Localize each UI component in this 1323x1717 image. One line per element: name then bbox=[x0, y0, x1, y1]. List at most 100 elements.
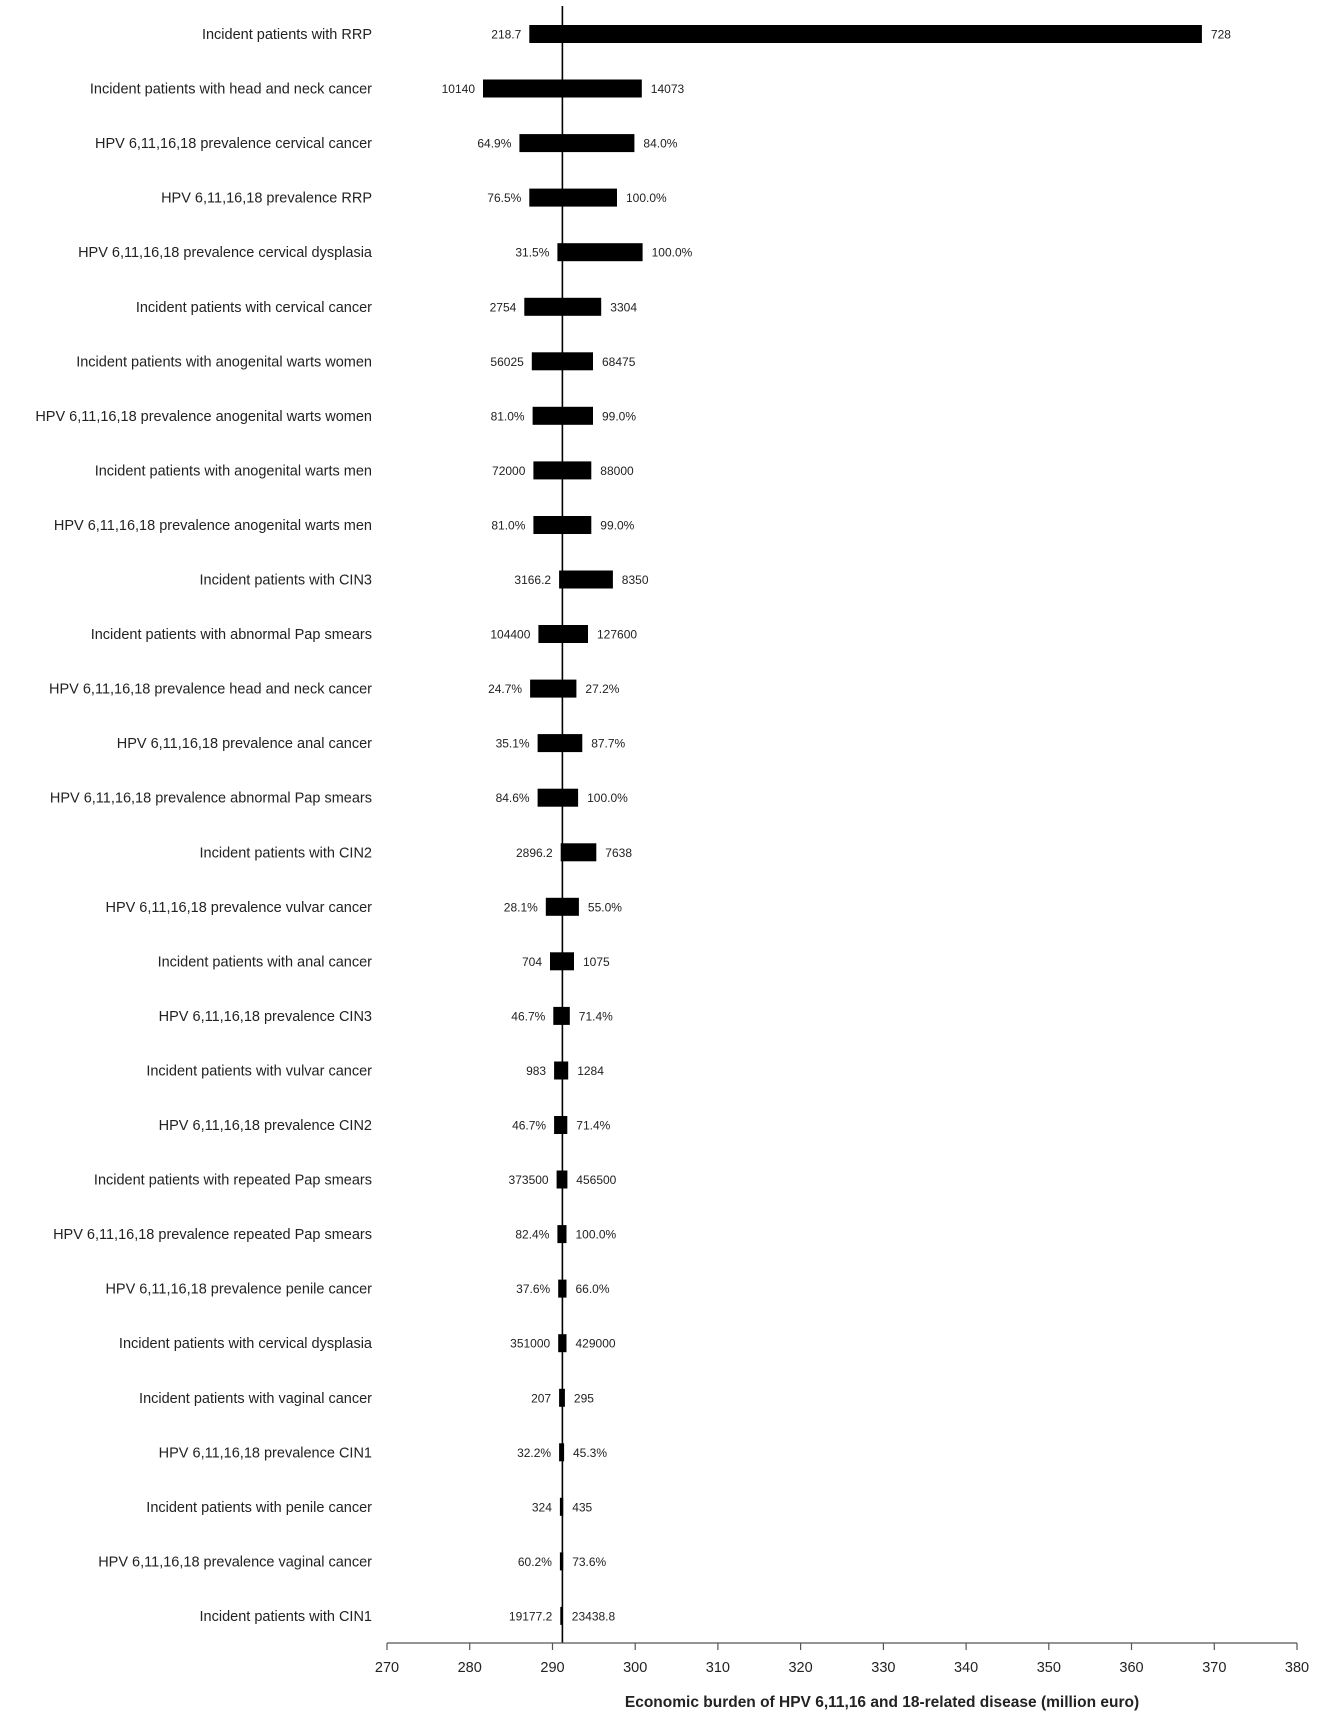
category-label-hpv-6-11-16-18-prevalence-cervical-dysplasia: HPV 6,11,16,18 prevalence cervical dyspl… bbox=[78, 245, 373, 261]
high-value-label-hpv-6-11-16-18-prevalence-rrp: 100.0% bbox=[626, 191, 667, 205]
labels-layer: Incident patients with RRP 218.7 728 Incide… bbox=[35, 27, 1231, 1625]
low-value-label-incident-patients-with-rrp: 218.7 bbox=[491, 28, 521, 42]
high-value-label-hpv-6-11-16-18-prevalence-cervical-dysplasia: 100.0% bbox=[652, 246, 693, 260]
high-value-label-incident-patients-with-rrp: 728 bbox=[1211, 28, 1231, 42]
high-value-label-hpv-6-11-16-18-prevalence-vulvar-cancer: 55.0% bbox=[588, 900, 622, 914]
category-label-hpv-6-11-16-18-prevalence-penile-cancer: HPV 6,11,16,18 prevalence penile cancer bbox=[105, 1282, 372, 1298]
x-tick-label-270: 270 bbox=[375, 1660, 399, 1676]
bars-layer bbox=[483, 25, 1202, 1625]
high-value-label-hpv-6-11-16-18-prevalence-cin3: 71.4% bbox=[579, 1009, 613, 1023]
high-value-label-incident-patients-with-head-and-neck-cancer: 14073 bbox=[651, 82, 685, 96]
low-value-label-incident-patients-with-cin3: 3166.2 bbox=[514, 573, 551, 587]
x-tick-label-330: 330 bbox=[871, 1660, 895, 1676]
x-axis: 270 280 290 300 310 320 330 340 350 360 370 380 bbox=[375, 1642, 1309, 1676]
low-value-label-incident-patients-with-anogenital-warts-men: 72000 bbox=[492, 464, 526, 478]
category-label-hpv-6-11-16-18-prevalence-repeated-pap-smears: HPV 6,11,16,18 prevalence repeated Pap s… bbox=[53, 1227, 372, 1243]
high-value-label-hpv-6-11-16-18-prevalence-anogenital-warts-men: 99.0% bbox=[600, 519, 634, 533]
category-label-incident-patients-with-head-and-neck-cancer: Incident patients with head and neck can… bbox=[90, 82, 372, 98]
bar-incident-patients-with-penile-cancer bbox=[559, 1497, 564, 1516]
bar-incident-patients-with-vulvar-cancer bbox=[554, 1061, 569, 1080]
x-tick-label-320: 320 bbox=[788, 1660, 812, 1676]
low-value-label-hpv-6-11-16-18-prevalence-anogenital-warts-women: 81.0% bbox=[491, 409, 525, 423]
bar-hpv-6-11-16-18-prevalence-anal-cancer bbox=[537, 734, 583, 753]
low-value-label-hpv-6-11-16-18-prevalence-vulvar-cancer: 28.1% bbox=[504, 900, 538, 914]
category-label-incident-patients-with-penile-cancer: Incident patients with penile cancer bbox=[146, 1500, 372, 1516]
category-label-hpv-6-11-16-18-prevalence-anogenital-warts-women: HPV 6,11,16,18 prevalence anogenital war… bbox=[35, 409, 372, 425]
bar-incident-patients-with-cin2 bbox=[560, 843, 597, 862]
bar-incident-patients-with-cin3 bbox=[559, 570, 613, 589]
low-value-label-hpv-6-11-16-18-prevalence-cin2: 46.7% bbox=[512, 1119, 546, 1133]
x-tick-label-310: 310 bbox=[706, 1660, 730, 1676]
category-label-hpv-6-11-16-18-prevalence-rrp: HPV 6,11,16,18 prevalence RRP bbox=[161, 191, 372, 207]
high-value-label-hpv-6-11-16-18-prevalence-cervical-cancer: 84.0% bbox=[643, 137, 677, 151]
high-value-label-incident-patients-with-cin3: 8350 bbox=[622, 573, 649, 587]
high-value-label-incident-patients-with-vaginal-cancer: 295 bbox=[574, 1391, 594, 1405]
low-value-label-hpv-6-11-16-18-prevalence-cin1: 32.2% bbox=[517, 1446, 551, 1460]
category-label-incident-patients-with-cin3: Incident patients with CIN3 bbox=[200, 573, 372, 589]
high-value-label-hpv-6-11-16-18-prevalence-penile-cancer: 66.0% bbox=[576, 1282, 610, 1296]
category-label-hpv-6-11-16-18-prevalence-cervical-cancer: HPV 6,11,16,18 prevalence cervical cance… bbox=[95, 136, 372, 152]
low-value-label-incident-patients-with-anal-cancer: 704 bbox=[522, 955, 542, 969]
high-value-label-incident-patients-with-vulvar-cancer: 1284 bbox=[577, 1064, 604, 1078]
high-value-label-incident-patients-with-anal-cancer: 1075 bbox=[583, 955, 610, 969]
category-label-hpv-6-11-16-18-prevalence-cin1: HPV 6,11,16,18 prevalence CIN1 bbox=[159, 1445, 372, 1461]
low-value-label-hpv-6-11-16-18-prevalence-abnormal-pap-smears: 84.6% bbox=[496, 791, 530, 805]
low-value-label-incident-patients-with-abnormal-pap-smears: 104400 bbox=[490, 628, 530, 642]
low-value-label-hpv-6-11-16-18-prevalence-anogenital-warts-men: 81.0% bbox=[491, 519, 525, 533]
high-value-label-incident-patients-with-cin1: 23438.8 bbox=[572, 1609, 616, 1623]
low-value-label-hpv-6-11-16-18-prevalence-cervical-dysplasia: 31.5% bbox=[515, 246, 549, 260]
bar-hpv-6-11-16-18-prevalence-abnormal-pap-smears bbox=[537, 788, 579, 807]
low-value-label-incident-patients-with-cervical-dysplasia: 351000 bbox=[510, 1337, 550, 1351]
category-label-hpv-6-11-16-18-prevalence-cin3: HPV 6,11,16,18 prevalence CIN3 bbox=[159, 1009, 372, 1025]
category-label-incident-patients-with-vulvar-cancer: Incident patients with vulvar cancer bbox=[146, 1064, 372, 1080]
low-value-label-incident-patients-with-cin1: 19177.2 bbox=[509, 1609, 553, 1623]
x-tick-label-290: 290 bbox=[540, 1660, 564, 1676]
category-label-incident-patients-with-vaginal-cancer: Incident patients with vaginal cancer bbox=[139, 1391, 372, 1407]
high-value-label-incident-patients-with-anogenital-warts-men: 88000 bbox=[600, 464, 634, 478]
bar-hpv-6-11-16-18-prevalence-vaginal-cancer bbox=[559, 1552, 564, 1571]
high-value-label-hpv-6-11-16-18-prevalence-repeated-pap-smears: 100.0% bbox=[576, 1228, 617, 1242]
x-tick-label-340: 340 bbox=[954, 1660, 978, 1676]
low-value-label-incident-patients-with-cin2: 2896.2 bbox=[516, 846, 553, 860]
x-tick-label-350: 350 bbox=[1037, 1660, 1061, 1676]
bar-hpv-6-11-16-18-prevalence-rrp bbox=[529, 188, 617, 207]
category-label-incident-patients-with-anogenital-warts-women: Incident patients with anogenital warts … bbox=[76, 354, 372, 370]
category-label-incident-patients-with-repeated-pap-smears: Incident patients with repeated Pap smea… bbox=[94, 1173, 372, 1189]
category-label-incident-patients-with-abnormal-pap-smears: Incident patients with abnormal Pap smea… bbox=[91, 627, 372, 643]
high-value-label-hpv-6-11-16-18-prevalence-anal-cancer: 87.7% bbox=[591, 737, 625, 751]
bar-hpv-6-11-16-18-prevalence-cervical-cancer bbox=[519, 134, 635, 153]
category-label-hpv-6-11-16-18-prevalence-abnormal-pap-smears: HPV 6,11,16,18 prevalence abnormal Pap s… bbox=[50, 791, 372, 807]
category-label-incident-patients-with-rrp: Incident patients with RRP bbox=[202, 27, 372, 43]
low-value-label-hpv-6-11-16-18-prevalence-head-and-neck-cancer: 24.7% bbox=[488, 682, 522, 696]
high-value-label-incident-patients-with-penile-cancer: 435 bbox=[572, 1500, 592, 1514]
category-label-incident-patients-with-anogenital-warts-men: Incident patients with anogenital warts … bbox=[95, 463, 372, 479]
low-value-label-incident-patients-with-anogenital-warts-women: 56025 bbox=[490, 355, 524, 369]
high-value-label-hpv-6-11-16-18-prevalence-cin2: 71.4% bbox=[576, 1119, 610, 1133]
x-axis-title: Economic burden of HPV 6,11,16 and 18-re… bbox=[625, 1694, 1139, 1711]
low-value-label-hpv-6-11-16-18-prevalence-vaginal-cancer: 60.2% bbox=[518, 1555, 552, 1569]
category-label-hpv-6-11-16-18-prevalence-anal-cancer: HPV 6,11,16,18 prevalence anal cancer bbox=[117, 736, 372, 752]
bar-hpv-6-11-16-18-prevalence-cin3 bbox=[553, 1006, 570, 1025]
x-tick-label-280: 280 bbox=[458, 1660, 482, 1676]
x-tick-label-380: 380 bbox=[1285, 1660, 1309, 1676]
high-value-label-incident-patients-with-repeated-pap-smears: 456500 bbox=[576, 1173, 616, 1187]
x-tick-label-360: 360 bbox=[1119, 1660, 1143, 1676]
low-value-label-hpv-6-11-16-18-prevalence-cervical-cancer: 64.9% bbox=[477, 137, 511, 151]
low-value-label-incident-patients-with-cervical-cancer: 2754 bbox=[490, 300, 517, 314]
low-value-label-incident-patients-with-penile-cancer: 324 bbox=[532, 1500, 552, 1514]
high-value-label-hpv-6-11-16-18-prevalence-cin1: 45.3% bbox=[573, 1446, 607, 1460]
x-tick-label-300: 300 bbox=[623, 1660, 647, 1676]
low-value-label-hpv-6-11-16-18-prevalence-cin3: 46.7% bbox=[511, 1009, 545, 1023]
high-value-label-incident-patients-with-abnormal-pap-smears: 127600 bbox=[597, 628, 637, 642]
high-value-label-incident-patients-with-anogenital-warts-women: 68475 bbox=[602, 355, 636, 369]
high-value-label-hpv-6-11-16-18-prevalence-anogenital-warts-women: 99.0% bbox=[602, 409, 636, 423]
category-label-hpv-6-11-16-18-prevalence-vulvar-cancer: HPV 6,11,16,18 prevalence vulvar cancer bbox=[105, 900, 372, 916]
category-label-incident-patients-with-cin2: Incident patients with CIN2 bbox=[200, 845, 372, 861]
category-label-hpv-6-11-16-18-prevalence-anogenital-warts-men: HPV 6,11,16,18 prevalence anogenital war… bbox=[54, 518, 372, 534]
category-label-incident-patients-with-cervical-cancer: Incident patients with cervical cancer bbox=[136, 300, 372, 316]
bar-incident-patients-with-rrp bbox=[529, 25, 1202, 43]
category-label-hpv-6-11-16-18-prevalence-cin2: HPV 6,11,16,18 prevalence CIN2 bbox=[159, 1118, 372, 1134]
category-label-incident-patients-with-anal-cancer: Incident patients with anal cancer bbox=[158, 954, 373, 970]
bar-hpv-6-11-16-18-prevalence-head-and-neck-cancer bbox=[530, 679, 577, 698]
